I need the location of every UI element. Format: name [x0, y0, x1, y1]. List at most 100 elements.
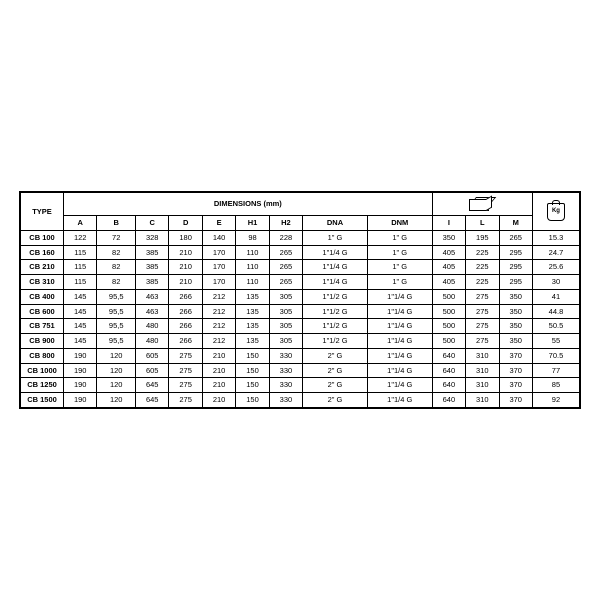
- cell-kg: 30: [532, 275, 579, 290]
- cell-kg: 70.5: [532, 348, 579, 363]
- cell-DNA: 1"1/4 G: [303, 275, 368, 290]
- dimensions-table: TYPE DIMENSIONS (mm) Kg A B C D E H1 H2 …: [20, 192, 580, 408]
- cell-I: 640: [432, 363, 465, 378]
- cell-H2: 330: [269, 363, 302, 378]
- col-I: I: [432, 216, 465, 231]
- cell-type: CB 160: [21, 245, 64, 260]
- cell-A: 190: [64, 393, 97, 408]
- box-icon: [469, 197, 495, 211]
- cell-type: CB 310: [21, 275, 64, 290]
- col-H2: H2: [269, 216, 302, 231]
- col-L: L: [466, 216, 499, 231]
- table-row: CB 60014595,54632662121353051"1/2 G1"1/4…: [21, 304, 580, 319]
- cell-kg: 41: [532, 289, 579, 304]
- cell-L: 275: [466, 319, 499, 334]
- cell-A: 115: [64, 245, 97, 260]
- col-D: D: [169, 216, 202, 231]
- cell-E: 212: [202, 319, 235, 334]
- cell-type: CB 400: [21, 289, 64, 304]
- cell-DNM: 1"1/4 G: [367, 393, 432, 408]
- cell-D: 180: [169, 230, 202, 245]
- cell-H1: 110: [236, 245, 269, 260]
- cell-type: CB 800: [21, 348, 64, 363]
- cell-C: 385: [136, 260, 169, 275]
- cell-A: 145: [64, 304, 97, 319]
- cell-I: 405: [432, 245, 465, 260]
- cell-M: 295: [499, 245, 532, 260]
- table-row: CB 10001901206052752101503302" G1"1/4 G6…: [21, 363, 580, 378]
- cell-A: 190: [64, 363, 97, 378]
- cell-A: 122: [64, 230, 97, 245]
- cell-DNA: 1"1/4 G: [303, 245, 368, 260]
- cell-A: 145: [64, 319, 97, 334]
- cell-B: 95,5: [97, 334, 136, 349]
- col-A: A: [64, 216, 97, 231]
- cell-I: 405: [432, 275, 465, 290]
- cell-C: 328: [136, 230, 169, 245]
- cell-A: 115: [64, 275, 97, 290]
- cell-M: 370: [499, 348, 532, 363]
- header-type: TYPE: [21, 193, 64, 231]
- cell-B: 82: [97, 275, 136, 290]
- cell-C: 463: [136, 304, 169, 319]
- cell-B: 120: [97, 363, 136, 378]
- table-row: CB 15001901206452752101503302" G1"1/4 G6…: [21, 393, 580, 408]
- cell-H2: 265: [269, 245, 302, 260]
- kg-label: Kg: [552, 208, 560, 216]
- table-row: CB 12501901206452752101503302" G1"1/4 G6…: [21, 378, 580, 393]
- cell-DNA: 1" G: [303, 230, 368, 245]
- cell-H1: 135: [236, 319, 269, 334]
- cell-H2: 305: [269, 334, 302, 349]
- cell-type: CB 751: [21, 319, 64, 334]
- cell-B: 95,5: [97, 319, 136, 334]
- cell-B: 72: [97, 230, 136, 245]
- cell-DNA: 1"1/2 G: [303, 334, 368, 349]
- cell-type: CB 100: [21, 230, 64, 245]
- cell-L: 275: [466, 304, 499, 319]
- cell-DNA: 2" G: [303, 378, 368, 393]
- cell-M: 350: [499, 334, 532, 349]
- cell-E: 210: [202, 378, 235, 393]
- cell-E: 210: [202, 348, 235, 363]
- cell-H1: 150: [236, 378, 269, 393]
- header-row-1: TYPE DIMENSIONS (mm) Kg: [21, 193, 580, 216]
- cell-kg: 25.6: [532, 260, 579, 275]
- cell-C: 480: [136, 319, 169, 334]
- cell-A: 145: [64, 289, 97, 304]
- cell-H2: 330: [269, 378, 302, 393]
- table-row: CB 10012272328180140982281" G1" G3501952…: [21, 230, 580, 245]
- cell-DNA: 2" G: [303, 348, 368, 363]
- weight-icon: Kg: [547, 203, 565, 221]
- cell-E: 212: [202, 304, 235, 319]
- cell-H2: 305: [269, 289, 302, 304]
- cell-L: 195: [466, 230, 499, 245]
- cell-DNA: 1"1/4 G: [303, 260, 368, 275]
- cell-type: CB 600: [21, 304, 64, 319]
- col-E: E: [202, 216, 235, 231]
- cell-DNM: 1"1/4 G: [367, 319, 432, 334]
- cell-E: 170: [202, 245, 235, 260]
- cell-kg: 15.3: [532, 230, 579, 245]
- cell-A: 145: [64, 334, 97, 349]
- cell-M: 265: [499, 230, 532, 245]
- cell-type: CB 1000: [21, 363, 64, 378]
- cell-D: 210: [169, 245, 202, 260]
- cell-B: 120: [97, 378, 136, 393]
- cell-L: 310: [466, 348, 499, 363]
- cell-kg: 50.5: [532, 319, 579, 334]
- cell-C: 385: [136, 275, 169, 290]
- cell-H2: 228: [269, 230, 302, 245]
- cell-kg: 44.8: [532, 304, 579, 319]
- cell-B: 82: [97, 260, 136, 275]
- cell-kg: 77: [532, 363, 579, 378]
- cell-A: 190: [64, 378, 97, 393]
- cell-D: 275: [169, 393, 202, 408]
- cell-kg: 24.7: [532, 245, 579, 260]
- table-row: CB 210115823852101701102651"1/4 G1" G405…: [21, 260, 580, 275]
- cell-kg: 85: [532, 378, 579, 393]
- cell-L: 275: [466, 289, 499, 304]
- table-row: CB 8001901206052752101503302" G1"1/4 G64…: [21, 348, 580, 363]
- cell-I: 500: [432, 334, 465, 349]
- cell-L: 225: [466, 245, 499, 260]
- cell-B: 120: [97, 393, 136, 408]
